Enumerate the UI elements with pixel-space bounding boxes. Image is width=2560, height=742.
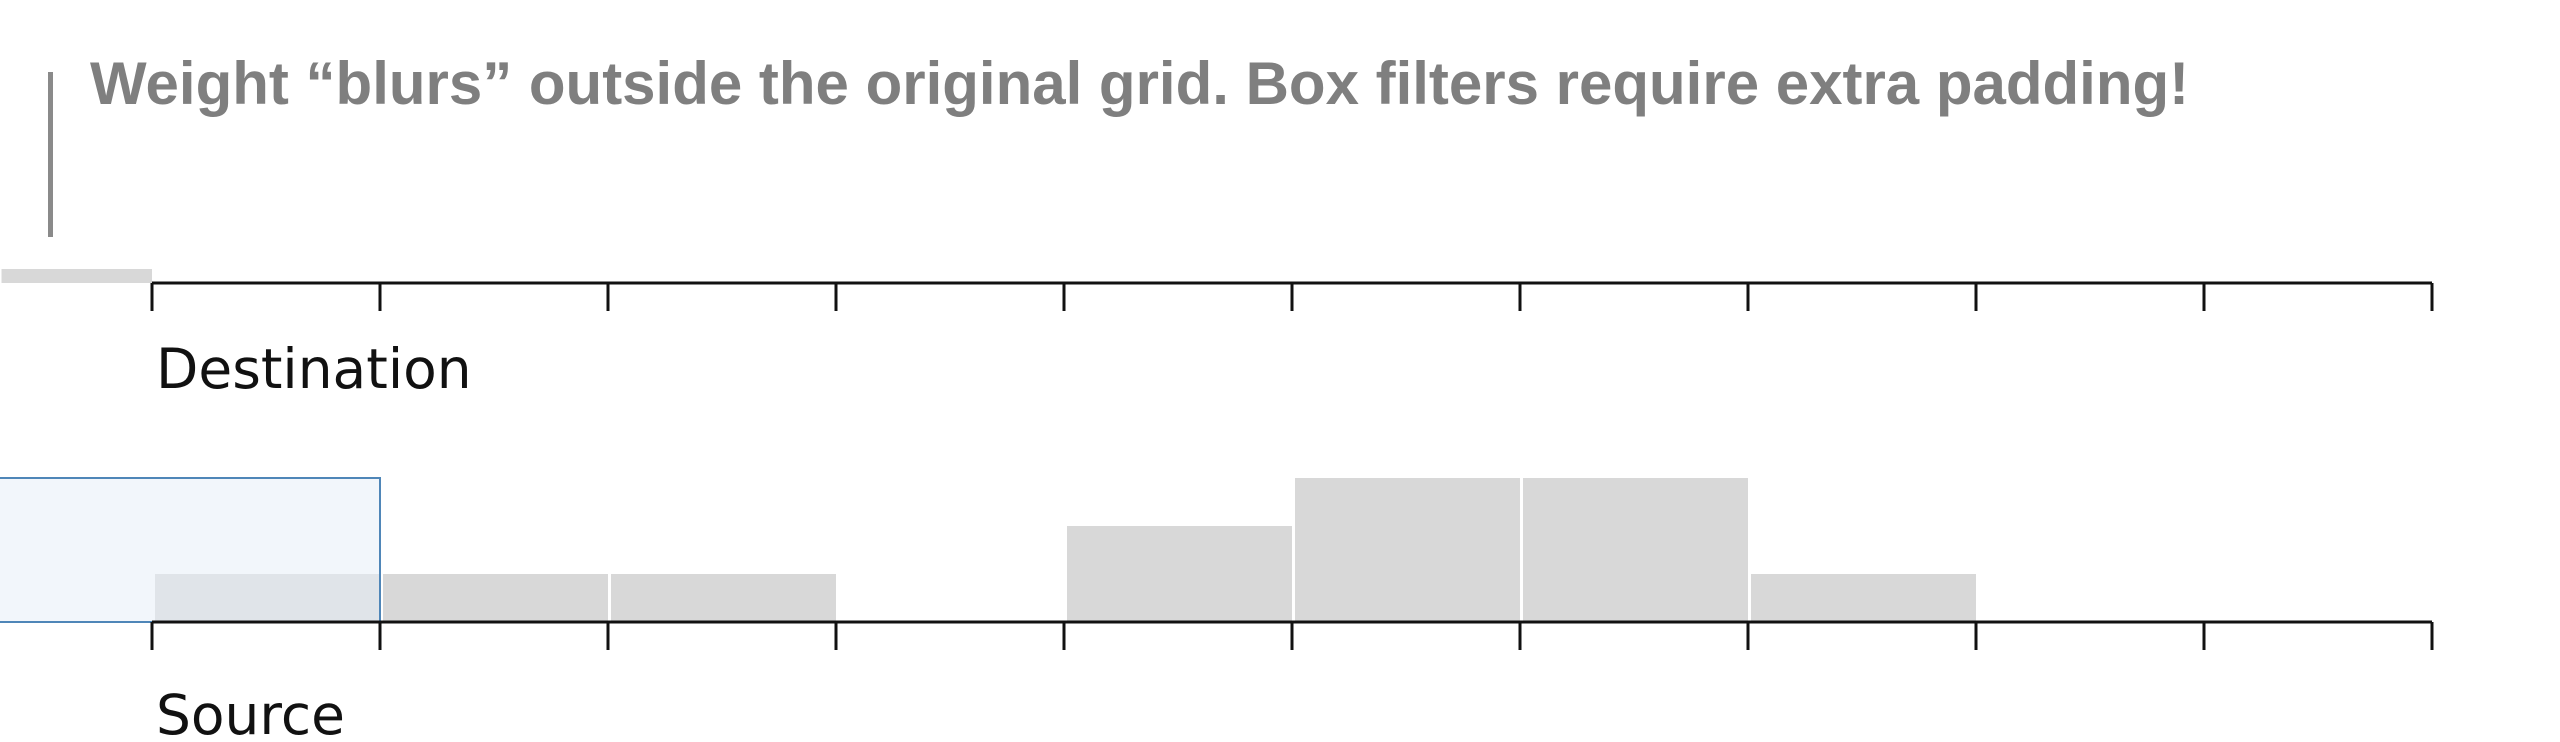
source-weight-bar (1751, 574, 1976, 622)
headline: Weight “blurs” outside the original grid… (90, 50, 2190, 117)
destination-padding-bar (1, 269, 152, 283)
source-weight-bar (383, 574, 608, 622)
source-label: Source (156, 683, 345, 742)
source-weight-bar (1067, 526, 1292, 622)
source-weight-bar (1523, 478, 1748, 622)
box-filter-kernel (0, 477, 381, 623)
accent-bar (48, 72, 53, 237)
destination-label: Destination (156, 337, 472, 401)
source-weight-bar (611, 574, 836, 622)
source-weight-bar (1295, 478, 1520, 622)
